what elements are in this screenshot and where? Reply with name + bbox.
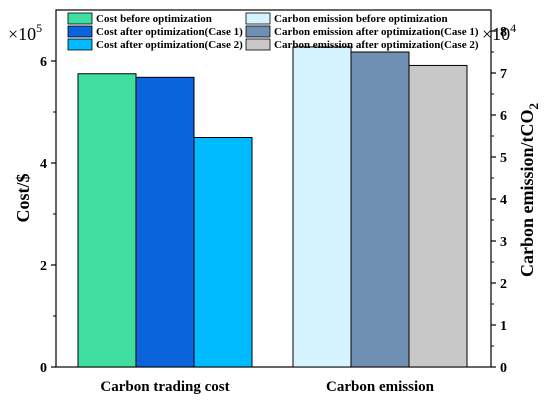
- category-label: Carbon trading cost: [100, 379, 229, 395]
- legend-swatch: [67, 38, 93, 51]
- right-multiplier-exp: 4: [510, 21, 516, 35]
- right-axis-label: Carbon emission/tCO2: [517, 103, 541, 277]
- legend-swatch: [67, 25, 93, 38]
- category-label: Carbon emission: [326, 379, 435, 395]
- legend-label: Cost before optimization: [96, 13, 212, 25]
- left-tick-label: 6: [40, 55, 47, 70]
- legend-label: Cost after optimization(Case 2): [96, 39, 243, 51]
- legend-swatch: [245, 25, 271, 38]
- legend-label: Carbon emission before optimization: [274, 13, 448, 25]
- right-tick-label: 6: [500, 109, 507, 124]
- plot-frame: [55, 9, 492, 368]
- left-tick-label: 0: [40, 361, 47, 376]
- right-axis-ticks: 0 1 2 3 4 5 6 7 8: [491, 25, 507, 376]
- left-axis-ticks: 0 2 4 6: [40, 55, 56, 376]
- left-axis-multiplier: ×105: [8, 21, 42, 44]
- legend-label: Carbon emission after optimization(Case …: [274, 26, 479, 38]
- right-tick-label: 0: [500, 361, 507, 376]
- right-tick-label: 8: [500, 25, 507, 40]
- right-axis-label-sub: 2: [526, 103, 541, 110]
- bar-0-2: [193, 137, 253, 368]
- legend-swatch: [67, 12, 93, 25]
- bar-1-0: [292, 46, 352, 368]
- bar-0-0: [77, 73, 137, 368]
- bar-1-2: [408, 64, 468, 368]
- legend-swatch: [245, 12, 271, 25]
- category-labels: Carbon trading cost Carbon emission: [100, 379, 434, 395]
- legend-swatch: [245, 38, 271, 51]
- legend-label: Carbon emission after optimization(Case …: [274, 39, 479, 51]
- bar-1-1: [350, 51, 410, 368]
- left-tick-label: 2: [40, 259, 47, 274]
- left-tick-label: 4: [40, 157, 47, 172]
- left-multiplier-base: ×10: [8, 24, 36, 44]
- bar-0-1: [135, 76, 195, 368]
- right-tick-label: 4: [500, 193, 507, 208]
- bars-group: [77, 46, 468, 368]
- left-multiplier-exp: 5: [36, 21, 42, 35]
- right-tick-label: 3: [500, 235, 507, 250]
- legend-label: Cost after optimization(Case 1): [96, 26, 243, 38]
- right-tick-label: 7: [500, 67, 507, 82]
- right-multiplier-base: ×10: [482, 24, 510, 44]
- right-axis-label-main: Carbon emission/tCO: [517, 109, 537, 277]
- right-tick-label: 2: [500, 277, 507, 292]
- right-axis-multiplier: ×104: [482, 21, 516, 44]
- left-axis-label: Cost/$: [13, 174, 33, 223]
- right-tick-label: 1: [500, 319, 507, 334]
- right-tick-label: 5: [500, 151, 507, 166]
